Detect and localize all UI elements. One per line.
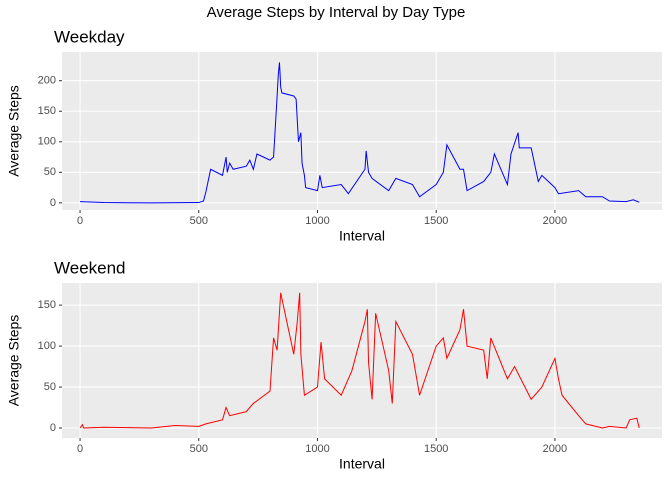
figure-title: Average Steps by Interval by Day Type xyxy=(207,4,466,21)
y-tick-label: 0 xyxy=(50,197,56,209)
data-line xyxy=(80,62,640,204)
x-tick-label: 1000 xyxy=(305,443,329,455)
panel-background xyxy=(62,52,662,210)
y-tick-label: 50 xyxy=(44,381,56,393)
x-tick-label: 0 xyxy=(77,215,83,227)
y-tick-label: 100 xyxy=(38,136,56,148)
x-tick-label: 500 xyxy=(190,215,208,227)
x-tick-label: 500 xyxy=(190,443,208,455)
y-tick-label: 0 xyxy=(50,422,56,434)
y-axis-label: Average Steps xyxy=(6,85,22,177)
x-tick-label: 2000 xyxy=(543,215,567,227)
x-tick-label: 2000 xyxy=(543,443,567,455)
y-tick-label: 50 xyxy=(44,166,56,178)
y-tick-label: 150 xyxy=(38,299,56,311)
x-axis-label: Interval xyxy=(339,228,385,244)
panel-title: Weekend xyxy=(54,258,126,277)
data-line xyxy=(79,292,640,429)
y-tick-label: 100 xyxy=(38,340,56,352)
x-axis-label: Interval xyxy=(339,456,385,472)
y-tick-label: 150 xyxy=(38,105,56,117)
panel-background xyxy=(62,283,662,438)
x-tick-label: 1500 xyxy=(424,215,448,227)
y-tick-label: 200 xyxy=(38,75,56,87)
x-tick-label: 1000 xyxy=(305,215,329,227)
panel-title: Weekday xyxy=(54,27,125,46)
y-axis-label: Average Steps xyxy=(6,315,22,407)
x-tick-label: 1500 xyxy=(424,443,448,455)
x-tick-label: 0 xyxy=(77,443,83,455)
